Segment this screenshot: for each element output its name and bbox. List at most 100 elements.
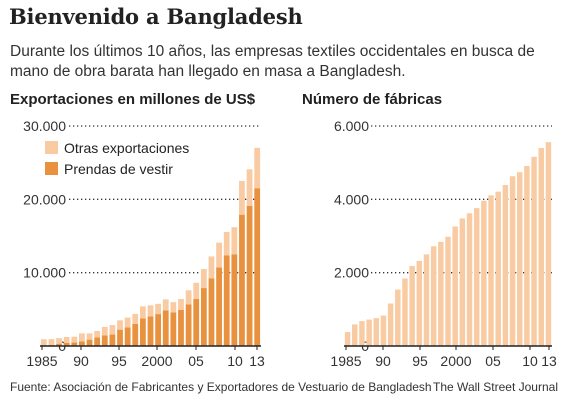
factories-bar-2002 xyxy=(466,213,473,346)
factories-bar-1998 xyxy=(438,241,444,346)
exports-bar-2009-series-0 xyxy=(223,255,230,346)
exports-xtick-label: 95 xyxy=(111,353,127,369)
factories-bar-1999 xyxy=(445,236,451,346)
exports-bar-1995-series-1 xyxy=(117,320,123,330)
exports-bar-2005-series-1 xyxy=(193,282,200,299)
exports-bar-2013-series-1 xyxy=(254,147,261,189)
exports-bar-1993-series-0 xyxy=(101,335,108,346)
factories-bar-1991 xyxy=(387,303,394,346)
factories-chart-title: Número de fábricas xyxy=(302,91,443,108)
exports-bar-1986-series-1 xyxy=(48,339,55,346)
factories-bar-1997 xyxy=(430,246,437,346)
exports-bar-2002-series-0 xyxy=(170,312,177,346)
exports-xtick-label: 2000 xyxy=(141,353,172,369)
exports-bar-1989-series-1 xyxy=(71,336,78,343)
exports-bar-2000-series-1 xyxy=(155,303,162,315)
legend-label-1: Prendas de vestir xyxy=(64,161,173,177)
factories-bar-1985 xyxy=(344,332,351,346)
exports-bar-2002-series-1 xyxy=(170,302,177,313)
exports-bar-2010-series-0 xyxy=(231,254,238,346)
exports-bar-2004-series-1 xyxy=(185,290,192,305)
exports-bar-2000-series-0 xyxy=(155,314,162,346)
exports-bar-2006-series-0 xyxy=(200,288,207,346)
exports-bar-2001-series-1 xyxy=(162,299,169,311)
factories-xtick-label: 10 xyxy=(522,353,538,369)
exports-bar-2008-series-1 xyxy=(216,242,222,268)
factories-bar-2012 xyxy=(538,148,544,346)
factories-bar-1990 xyxy=(380,315,387,346)
factories-xtick-label: 95 xyxy=(412,353,428,369)
exports-ytick-label: 10.000 xyxy=(23,265,66,281)
exports-bar-1992-series-1 xyxy=(94,330,101,338)
factories-bar-2011 xyxy=(531,156,537,346)
exports-bar-2001-series-0 xyxy=(162,310,169,346)
factories-xtick-label: 2000 xyxy=(440,353,471,369)
exports-bar-1999-series-1 xyxy=(147,305,154,317)
factories-bar-2005 xyxy=(488,195,494,346)
exports-bar-1987-series-0 xyxy=(56,343,62,346)
exports-xtick-label: 13 xyxy=(249,353,265,369)
exports-bar-1987-series-1 xyxy=(56,338,62,344)
factories-ytick-label: 4.000 xyxy=(334,191,369,207)
factories-bar-2007 xyxy=(502,185,509,346)
factories-bar-2008 xyxy=(509,176,516,346)
exports-bar-1993-series-1 xyxy=(101,326,108,336)
exports-bar-1988-series-0 xyxy=(63,342,70,346)
factories-bar-1986 xyxy=(352,324,358,346)
page-title: Bienvenido a Bangladesh xyxy=(9,4,303,29)
exports-bar-1996-series-1 xyxy=(124,317,131,328)
factories-bar-1995 xyxy=(416,260,423,346)
exports-bar-2004-series-0 xyxy=(185,304,192,346)
source-note: Fuente: Asociación de Fabricantes y Expo… xyxy=(10,380,432,394)
exports-bar-2012-series-0 xyxy=(246,206,253,346)
exports-bar-2012-series-1 xyxy=(246,169,253,207)
exports-bar-1998-series-1 xyxy=(139,306,146,319)
factories-bar-2010 xyxy=(524,165,530,346)
exports-xtick-label: 90 xyxy=(73,353,89,369)
exports-bar-1990-series-1 xyxy=(79,333,85,342)
page-subtitle: Durante los últimos 10 años, las empresa… xyxy=(10,43,535,80)
exports-bar-2003-series-0 xyxy=(178,309,184,346)
legend-swatch-1 xyxy=(45,162,58,175)
factories-bar-2001 xyxy=(459,218,466,346)
exports-bar-1991-series-0 xyxy=(86,339,93,346)
exports-ytick-label: 20.000 xyxy=(23,191,66,207)
factories-xtick-label: 13 xyxy=(541,353,557,369)
exports-bar-1989-series-0 xyxy=(71,342,78,346)
exports-ytick-label: 30.000 xyxy=(23,118,66,134)
exports-bar-2010-series-1 xyxy=(231,227,238,255)
exports-bar-1996-series-0 xyxy=(124,327,131,346)
exports-xtick-label: 05 xyxy=(188,353,204,369)
factories-bar-1988 xyxy=(366,319,372,346)
exports-bar-1994-series-1 xyxy=(109,325,116,335)
factories-ytick-label: 2.000 xyxy=(334,265,369,281)
factories-bar-1989 xyxy=(373,318,380,346)
exports-bar-1994-series-0 xyxy=(109,334,116,346)
exports-bar-2011-series-0 xyxy=(239,214,245,346)
exports-bar-1991-series-1 xyxy=(86,333,93,340)
exports-bar-2003-series-1 xyxy=(178,298,184,310)
factories-xtick-label: 1985 xyxy=(330,353,361,369)
exports-bar-1988-series-1 xyxy=(63,336,70,343)
exports-bar-1992-series-0 xyxy=(94,337,101,346)
legend-label-0: Otras exportaciones xyxy=(64,140,189,156)
exports-bar-1990-series-0 xyxy=(79,341,85,346)
exports-bar-2007-series-1 xyxy=(208,256,215,279)
legend-swatch-0 xyxy=(45,141,58,154)
exports-bar-2006-series-1 xyxy=(200,269,207,289)
exports-bar-1997-series-0 xyxy=(132,324,139,346)
exports-bar-1998-series-0 xyxy=(139,318,146,346)
factories-xtick-label: 05 xyxy=(485,353,501,369)
exports-xtick-label: 10 xyxy=(227,353,243,369)
factories-bar-1996 xyxy=(423,254,430,346)
exports-bar-2008-series-0 xyxy=(216,267,222,346)
factories-bar-2004 xyxy=(481,200,487,346)
exports-bar-1999-series-0 xyxy=(147,316,154,346)
exports-bar-2011-series-1 xyxy=(239,180,245,215)
publisher-credit: The Wall Street Journal xyxy=(433,380,558,394)
exports-xtick-label: 1985 xyxy=(26,353,57,369)
exports-bar-1995-series-0 xyxy=(117,329,123,346)
exports-bar-2009-series-1 xyxy=(223,231,230,256)
exports-bar-2007-series-0 xyxy=(208,278,215,346)
